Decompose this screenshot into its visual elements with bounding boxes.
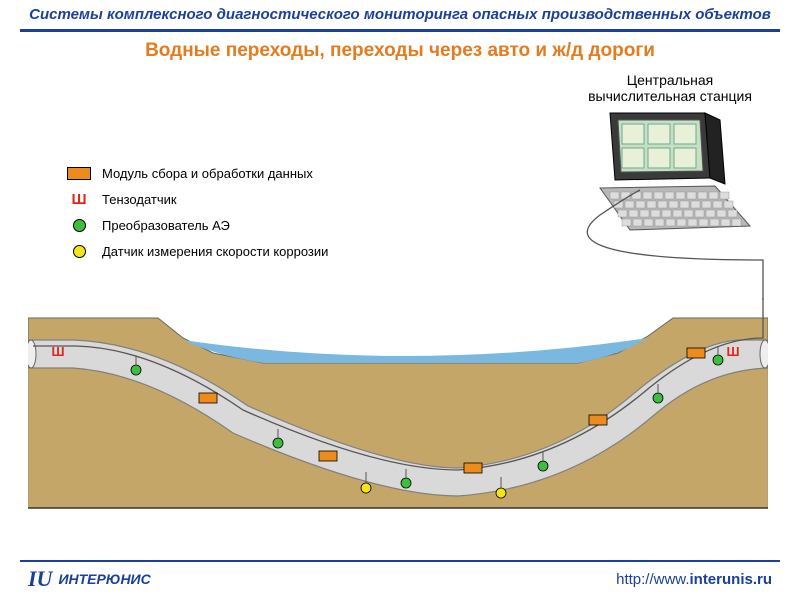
svg-text:Ш: Ш	[51, 344, 64, 359]
page-subtitle: Водные переходы, переходы через авто и ж…	[0, 40, 800, 62]
station-line1: Центральная	[627, 72, 713, 88]
cross-section-diagram: ШШ	[28, 298, 768, 528]
station-label: Центральная вычислительная станция	[570, 72, 770, 104]
legend: Модуль сбора и обработки данных Ш Тензод…	[64, 160, 328, 264]
company-name: ИНТЕРЮНИС	[58, 571, 150, 587]
footer-divider	[20, 560, 780, 562]
legend-row-module: Модуль сбора и обработки данных	[64, 160, 328, 186]
computing-station-icon	[580, 108, 760, 258]
company-logo: IU	[28, 566, 52, 592]
page-footer: IU ИНТЕРЮНИС http://www.interunis.ru	[0, 560, 800, 592]
legend-label-ae: Преобразователь АЭ	[102, 218, 230, 233]
corrosion-icon	[73, 245, 86, 258]
company-url: http://www.interunis.ru	[616, 571, 772, 588]
module-icon	[67, 167, 91, 180]
legend-label-strain: Тензодатчик	[102, 192, 177, 207]
station-line2: вычислительная станция	[588, 88, 752, 104]
legend-row-strain: Ш Тензодатчик	[64, 186, 328, 212]
legend-row-ae: Преобразователь АЭ	[64, 212, 328, 238]
header-title: Системы комплексного диагностического мо…	[0, 6, 800, 23]
svg-text:Ш: Ш	[726, 344, 739, 359]
header-divider	[20, 29, 780, 32]
strain-icon: Ш	[71, 191, 86, 208]
ae-icon	[73, 219, 86, 232]
legend-label-corrosion: Датчик измерения скорости коррозии	[102, 244, 328, 259]
legend-row-corrosion: Датчик измерения скорости коррозии	[64, 238, 328, 264]
legend-label-module: Модуль сбора и обработки данных	[102, 166, 313, 181]
page-header: Системы комплексного диагностического мо…	[0, 0, 800, 27]
